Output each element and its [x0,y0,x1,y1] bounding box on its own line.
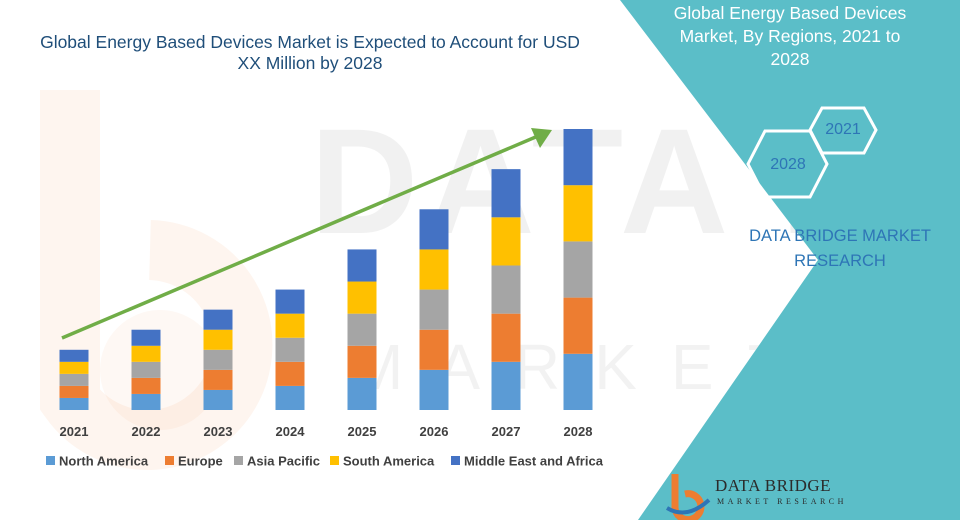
bar-segment-2028-1 [563,297,593,354]
bar-segment-2028-3 [563,185,593,242]
bar-segment-2028-0 [563,353,593,410]
brand-text: DATA BRIDGE MARKET RESEARCH [749,227,931,270]
bar-segment-2026-3 [419,249,449,290]
bar-segment-2026-4 [419,209,449,250]
legend-swatch [234,456,243,465]
bar-segment-2026-1 [419,329,449,370]
trend-arrow [61,128,552,340]
bar-segment-2025-1 [347,345,377,378]
logo-name: DATA BRIDGE [715,476,832,495]
bar-segment-2027-1 [491,313,521,362]
legend-swatch [165,456,174,465]
legend-label: North America [59,454,149,469]
bar-segment-2028-4 [563,129,593,186]
x-tick-label: 2028 [564,424,593,439]
legend-swatch [330,456,339,465]
legend-swatch [451,456,460,465]
x-tick-label: 2023 [204,424,233,439]
logo-icon [665,474,711,524]
x-tick-label: 2025 [348,424,377,439]
hex-label-start: 2021 [825,121,861,138]
bar-segment-2021-3 [59,361,89,374]
legend-label: South America [343,454,435,469]
bar-segment-2022-3 [131,345,161,362]
x-tick-label: 2027 [492,424,521,439]
bar-segment-2022-0 [131,393,161,410]
x-tick-label: 2026 [420,424,449,439]
company-logo: DATA BRIDGE MARKET RESEARCH [663,470,863,524]
legend-label: Middle East and Africa [464,454,604,469]
bar-segment-2024-4 [275,289,305,314]
chart-title: Global Energy Based Devices Market is Ex… [40,32,580,73]
bar-segment-2028-2 [563,241,593,298]
bar-segment-2023-0 [203,389,233,410]
hex-label-end: 2028 [770,156,806,173]
bar-segment-2021-0 [59,397,89,410]
bar-segment-2027-3 [491,217,521,266]
bar-segment-2026-2 [419,289,449,330]
bar-segment-2025-3 [347,281,377,314]
bar-segment-2026-0 [419,369,449,410]
bar-segment-2024-1 [275,361,305,386]
legend-label: Asia Pacific [247,454,320,469]
x-axis-ticks: 2021 2022 2023 2024 2025 2026 2027 2028 [60,424,593,439]
bar-segment-2022-4 [131,329,161,346]
bar-segment-2023-4 [203,309,233,330]
bar-segment-2023-2 [203,349,233,370]
bar-segment-2027-2 [491,265,521,314]
side-panel-title: Global Energy Based Devices Market, By R… [673,3,907,69]
bar-segment-2021-4 [59,349,89,362]
legend-label: Europe [178,454,223,469]
bar-segment-2025-2 [347,313,377,346]
bar-segment-2023-1 [203,369,233,390]
x-tick-label: 2024 [276,424,306,439]
bar-segment-2027-0 [491,361,521,410]
trend-arrow-line [61,134,539,340]
x-tick-label: 2021 [60,424,89,439]
trend-arrow-head [531,128,552,148]
bar-segment-2024-0 [275,385,305,410]
bar-segment-2025-0 [347,377,377,410]
legend-swatch [46,456,55,465]
bar-segment-2022-2 [131,361,161,378]
bar-segment-2023-3 [203,329,233,350]
legend: North America Europe Asia Pacific South Ame… [46,454,604,469]
bar-segment-2021-2 [59,373,89,386]
bar-segment-2027-4 [491,169,521,218]
logo-subtitle: MARKET RESEARCH [717,497,847,506]
bar-segment-2025-4 [347,249,377,282]
bar-segment-2021-1 [59,385,89,398]
x-tick-label: 2022 [132,424,161,439]
bar-segment-2024-2 [275,337,305,362]
bar-segment-2024-3 [275,313,305,338]
bars-layer [59,129,593,410]
bar-segment-2022-1 [131,377,161,394]
